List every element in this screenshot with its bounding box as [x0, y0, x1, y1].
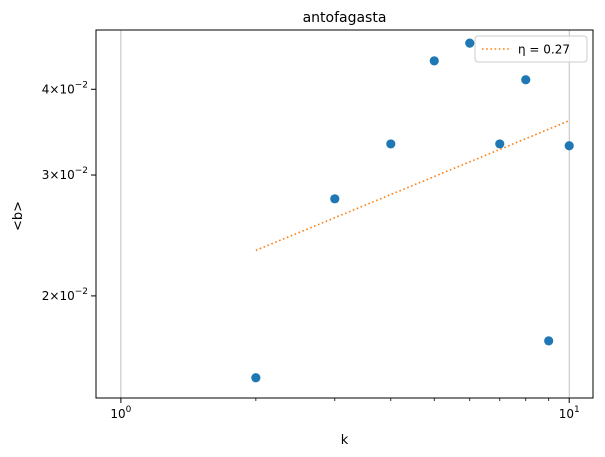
data-point: [495, 139, 505, 149]
y-tick-label: 4×10−2: [42, 80, 88, 96]
data-point: [465, 38, 475, 48]
data-point: [564, 141, 574, 151]
fit-line-group: [255, 119, 570, 252]
x-axis-label: k: [341, 433, 349, 448]
data-point: [386, 139, 396, 149]
data-point: [429, 56, 439, 66]
data-point: [330, 194, 340, 204]
data-point: [544, 336, 554, 346]
y-tick-label: 2×10−2: [42, 287, 88, 303]
data-point: [251, 373, 261, 383]
y-tick-label: 3×10−2: [42, 166, 88, 182]
y-axis-ticks: 2×10−2 3×10−2 4×10−2: [42, 80, 96, 303]
legend-fit-label: η = 0.27: [518, 43, 570, 57]
data-point: [521, 75, 531, 85]
chart-title: antofagasta: [303, 10, 387, 26]
x-axis-ticks: 100 101: [110, 398, 580, 421]
plot-frame: [95, 29, 594, 399]
grid: [120, 30, 570, 398]
plot-background: [96, 30, 593, 398]
fit-line: [255, 119, 570, 252]
x-tick-label: 101: [559, 405, 580, 421]
legend-box: [474, 35, 588, 63]
y-axis-label: <b>: [11, 201, 26, 231]
legend: η = 0.27: [474, 35, 588, 63]
x-tick-label: 100: [110, 405, 131, 421]
scatter-points: [251, 38, 574, 383]
